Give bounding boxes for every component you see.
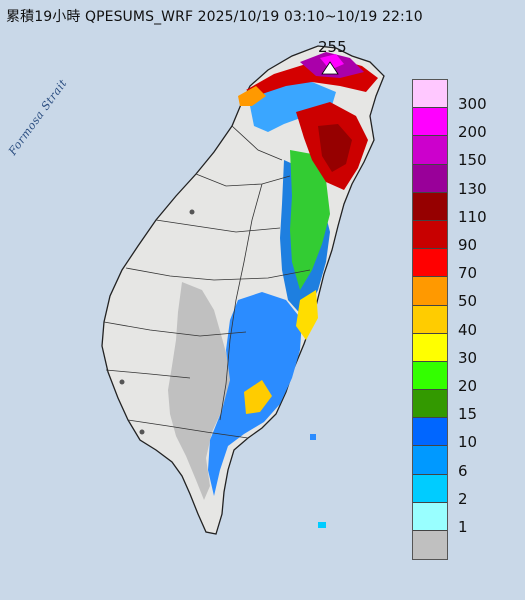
very-heavy-rain	[318, 124, 352, 172]
legend-label: 15	[458, 405, 478, 424]
legend-label: 300	[458, 95, 487, 113]
legend-label: 110	[458, 207, 487, 226]
legend-swatch	[413, 136, 447, 165]
yellow-band-south	[244, 380, 272, 414]
legend-swatch	[413, 361, 447, 391]
legend-label: 50	[458, 292, 478, 311]
city-marker	[119, 379, 125, 385]
green-band	[290, 150, 330, 290]
map-title: 累積19小時 QPESUMS_WRF 2025/10/19 03:10~10/1…	[6, 9, 423, 25]
legend-label: 10	[458, 433, 478, 452]
legend-label: 20	[458, 377, 478, 395]
legend-swatch	[413, 333, 447, 362]
yellow-band	[296, 290, 318, 340]
legend-label: 200	[458, 123, 487, 142]
legend-label: 70	[458, 264, 478, 283]
north-rain-blue	[248, 82, 336, 132]
light-rain-area	[168, 282, 232, 500]
offshore-island	[318, 522, 326, 528]
legend-swatch	[413, 80, 447, 109]
max-value-label: 255	[318, 38, 347, 56]
city-marker	[189, 209, 195, 215]
legend-swatch	[413, 474, 447, 503]
legend-label: 130	[458, 179, 487, 198]
offshore-island	[310, 434, 316, 440]
legend-label: 40	[458, 320, 478, 339]
color-legend	[412, 79, 448, 561]
legend-label: 1	[458, 518, 468, 536]
legend-swatch	[413, 192, 447, 221]
legend-swatch	[413, 305, 447, 334]
legend-label: 6	[458, 461, 468, 480]
county-boundaries	[103, 125, 311, 439]
legend-swatch	[413, 390, 447, 419]
city-marker	[139, 429, 145, 435]
max-marker-icon	[321, 61, 339, 75]
legend-swatch	[413, 446, 447, 475]
legend-label: 30	[458, 348, 478, 367]
legend-swatch	[413, 531, 447, 560]
legend-swatch	[413, 502, 447, 531]
legend-label: 2	[458, 489, 468, 508]
extreme-rain-core	[320, 54, 344, 70]
legend-swatch	[413, 249, 447, 278]
legend-swatch	[413, 220, 447, 250]
orange-band	[238, 86, 266, 106]
legend-swatch	[413, 108, 447, 137]
legend-swatch	[413, 164, 447, 193]
legend-label: 150	[458, 151, 487, 170]
legend-swatch	[413, 277, 447, 306]
legend-label: 90	[458, 236, 478, 254]
legend-swatch	[413, 418, 447, 447]
